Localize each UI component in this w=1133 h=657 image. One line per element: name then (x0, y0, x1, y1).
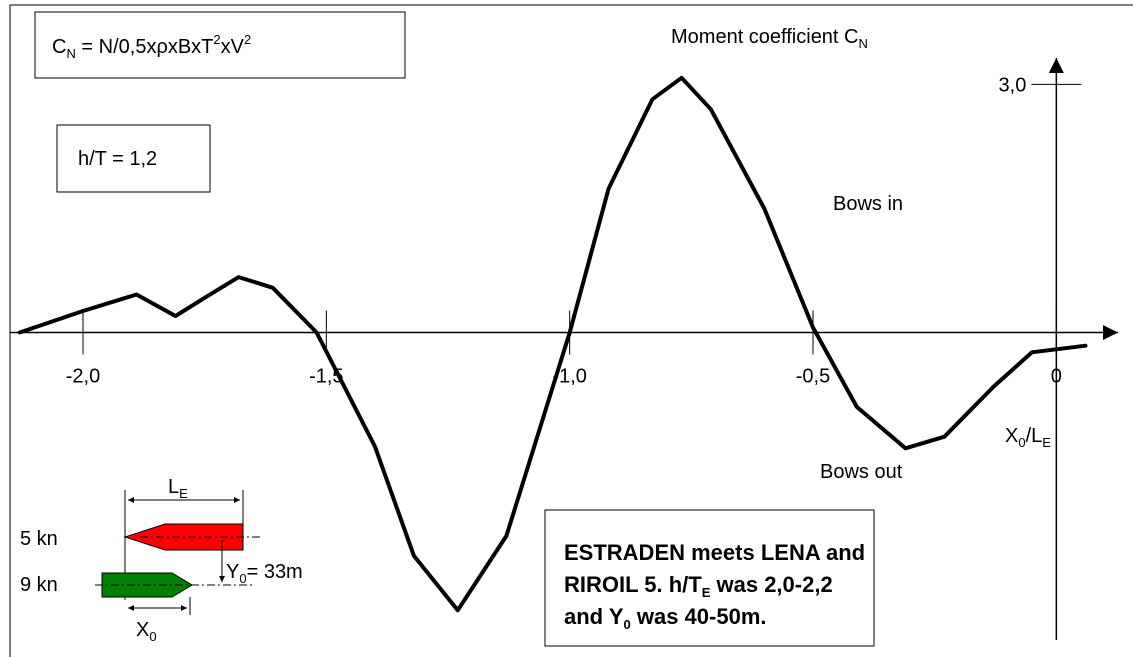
x-tick-label: 0 (1051, 366, 1062, 388)
ship-inset: 5 kn 9 kn LE Y0= 33m X0 (20, 476, 303, 644)
formula-box (34, 11, 406, 79)
distance-label: X0 (136, 619, 157, 644)
frame (9, 4, 1133, 657)
x-tick-label: -2,0 (66, 366, 100, 388)
x-axis-label: X0/LE (1005, 425, 1051, 450)
note-line: RIROIL 5. h/TE was 2,0-2,2 (564, 572, 833, 600)
axes: -2,0 -1,5 -1,0 -0,5 03,0 (10, 58, 1118, 640)
length-label: LE (168, 476, 188, 501)
ratio: h/T = 1,2 (78, 148, 157, 170)
region-label: Bows out (820, 461, 903, 483)
note-line: and Y0 was 40-50m. (564, 604, 767, 632)
ratio-box (56, 124, 211, 193)
note-box (544, 509, 875, 647)
speed-label: 9 kn (20, 574, 58, 596)
x-tick-label: -1,0 (552, 366, 586, 388)
offset-label: Y0= 33m (226, 561, 303, 586)
formula: CN = N/0,5xρxBxT2xV2 (52, 32, 251, 61)
data-line (17, 75, 1088, 613)
speed-label: 5 kn (20, 528, 58, 550)
y-axis-label: Moment coefficient CN (671, 26, 868, 51)
y-tick-label: 3,0 (999, 74, 1027, 96)
region-label: Bows in (833, 193, 903, 215)
x-tick-label: -0,5 (796, 366, 830, 388)
note-line: ESTRADEN meets LENA and (564, 540, 865, 565)
